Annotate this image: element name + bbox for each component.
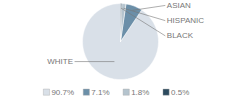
svg-text:ASIAN: ASIAN: [167, 1, 191, 10]
svg-text:HISPANIC: HISPANIC: [167, 16, 204, 25]
svg-text:1.8%: 1.8%: [131, 88, 149, 97]
svg-text:90.7%: 90.7%: [51, 88, 74, 97]
svg-text:0.5%: 0.5%: [171, 88, 189, 97]
svg-text:WHITE: WHITE: [47, 57, 73, 66]
svg-text:7.1%: 7.1%: [91, 88, 109, 97]
svg-text:BLACK: BLACK: [167, 31, 194, 40]
